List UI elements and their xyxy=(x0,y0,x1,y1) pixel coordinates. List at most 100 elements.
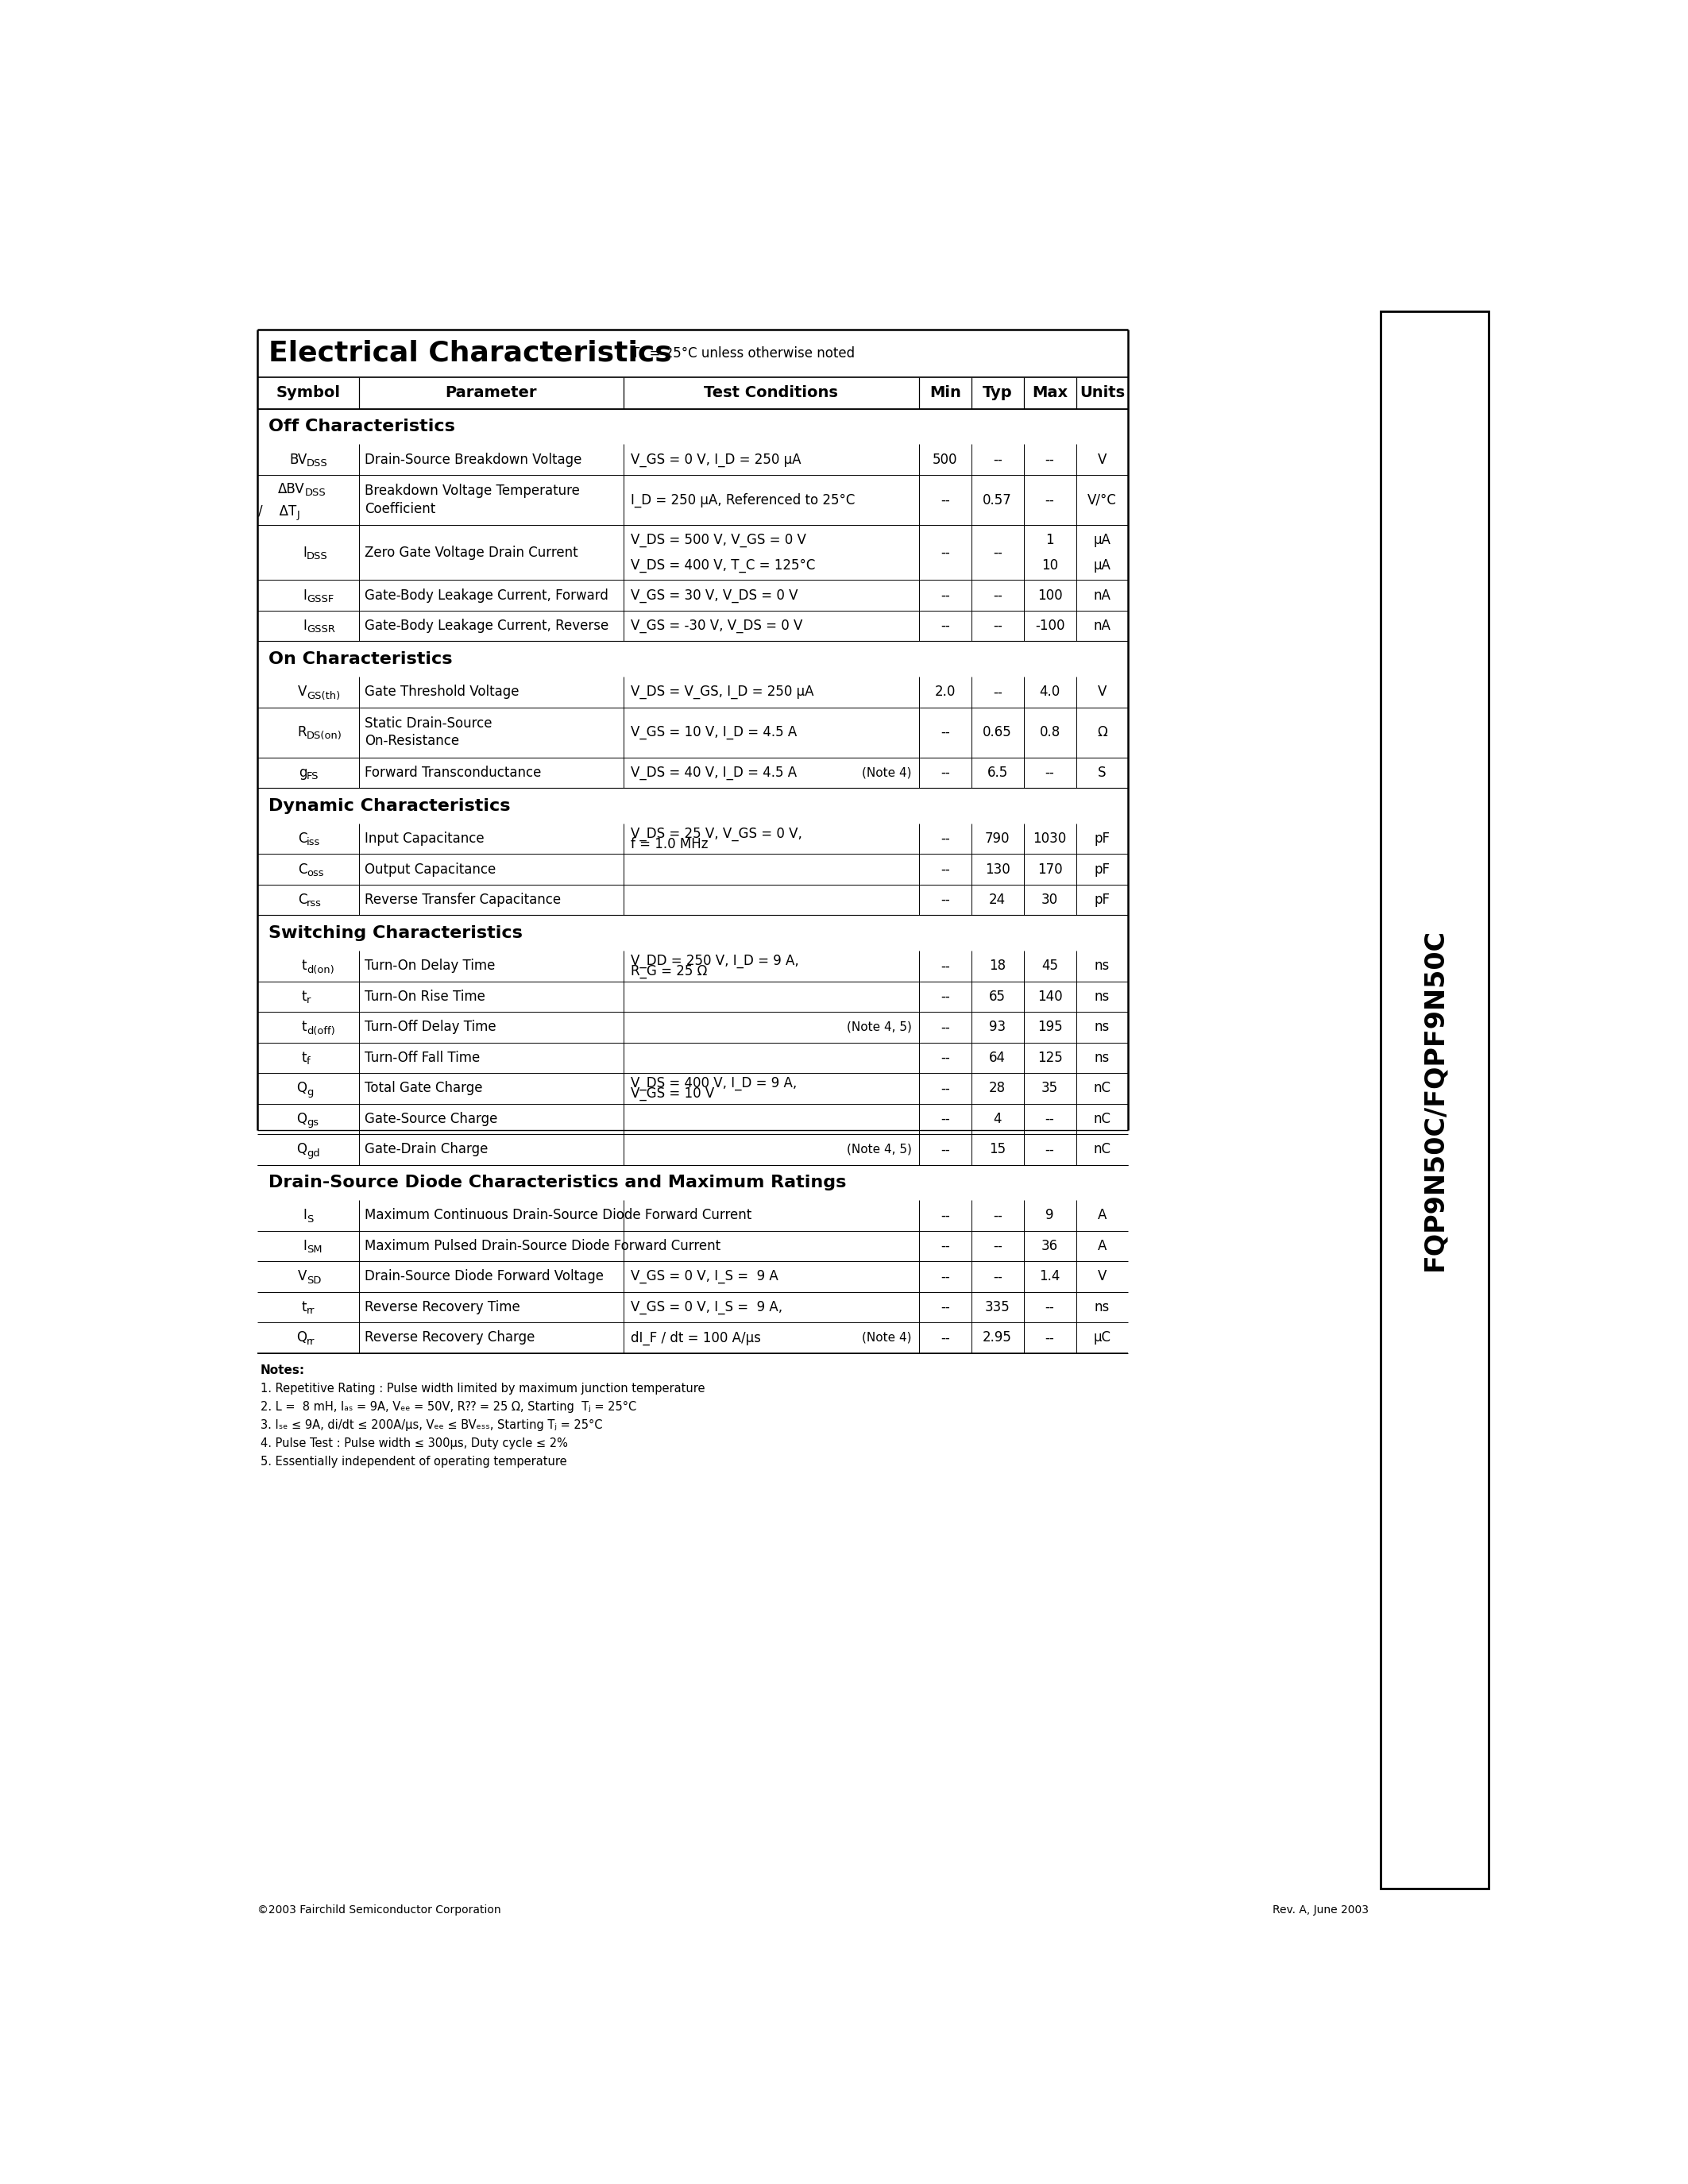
Text: nC: nC xyxy=(1094,1081,1111,1096)
Text: f = 1.0 MHz: f = 1.0 MHz xyxy=(631,836,709,852)
Text: 140: 140 xyxy=(1036,989,1062,1005)
Text: V_GS = 0 V, I_S =  9 A: V_GS = 0 V, I_S = 9 A xyxy=(631,1269,778,1284)
Text: Drain-Source Breakdown Voltage: Drain-Source Breakdown Voltage xyxy=(365,452,582,467)
Text: GSSR: GSSR xyxy=(307,625,336,636)
Text: Rev. A, June 2003: Rev. A, June 2003 xyxy=(1273,1904,1369,1915)
Text: d(on): d(on) xyxy=(307,965,334,974)
Text: Dynamic Characteristics: Dynamic Characteristics xyxy=(268,797,510,815)
Text: Reverse Recovery Charge: Reverse Recovery Charge xyxy=(365,1330,535,1345)
Text: V_GS = 10 V, I_D = 4.5 A: V_GS = 10 V, I_D = 4.5 A xyxy=(631,725,797,740)
Text: Forward Transconductance: Forward Transconductance xyxy=(365,767,542,780)
Text: 15: 15 xyxy=(989,1142,1006,1158)
Text: Output Capacitance: Output Capacitance xyxy=(365,863,496,876)
Text: Test Conditions: Test Conditions xyxy=(704,384,839,400)
Text: SM: SM xyxy=(307,1245,322,1256)
Text: iss: iss xyxy=(307,836,321,847)
Text: Parameter: Parameter xyxy=(446,384,537,400)
Text: V_DS = 400 V, I_D = 9 A,: V_DS = 400 V, I_D = 9 A, xyxy=(631,1077,797,1090)
Text: GS(th): GS(th) xyxy=(307,690,341,701)
Text: pF: pF xyxy=(1094,893,1111,906)
Text: ns: ns xyxy=(1094,1051,1109,1066)
Text: 3. Iₛₑ ≤ 9A, di/dt ≤ 200A/μs, Vₑₑ ≤ BVₑₛₛ, Starting Tⱼ = 25°C: 3. Iₛₑ ≤ 9A, di/dt ≤ 200A/μs, Vₑₑ ≤ BVₑₛ… xyxy=(260,1420,603,1431)
Text: 100: 100 xyxy=(1036,587,1062,603)
Text: /    ΔT: / ΔT xyxy=(258,505,297,518)
Text: 65: 65 xyxy=(989,989,1006,1005)
Text: A: A xyxy=(1097,1238,1107,1254)
Text: Units: Units xyxy=(1079,384,1124,400)
Text: t: t xyxy=(302,1299,307,1315)
Text: 2. L =  8 mH, Iₐₛ = 9A, Vₑₑ = 50V, R⁇ = 25 Ω, Starting  Tⱼ = 25°C: 2. L = 8 mH, Iₐₛ = 9A, Vₑₑ = 50V, R⁇ = 2… xyxy=(260,1400,636,1413)
Text: 1. Repetitive Rating : Pulse width limited by maximum junction temperature: 1. Repetitive Rating : Pulse width limit… xyxy=(260,1382,704,1393)
Text: --: -- xyxy=(940,587,950,603)
Text: t: t xyxy=(302,959,307,974)
Text: --: -- xyxy=(940,989,950,1005)
Text: I: I xyxy=(302,618,307,633)
Text: --: -- xyxy=(993,618,1003,633)
Text: --: -- xyxy=(940,767,950,780)
Text: Input Capacitance: Input Capacitance xyxy=(365,832,484,845)
Text: V/°C: V/°C xyxy=(1087,494,1117,507)
Text: FS: FS xyxy=(307,771,319,782)
Text: g: g xyxy=(307,1088,314,1096)
Text: 10: 10 xyxy=(1041,559,1058,572)
Text: A: A xyxy=(1097,1208,1107,1223)
Text: V_GS = -30 V, V_DS = 0 V: V_GS = -30 V, V_DS = 0 V xyxy=(631,618,803,633)
Text: --: -- xyxy=(940,618,950,633)
Text: On Characteristics: On Characteristics xyxy=(268,651,452,666)
Text: 335: 335 xyxy=(984,1299,1009,1315)
Text: 1.4: 1.4 xyxy=(1040,1269,1060,1284)
Text: ns: ns xyxy=(1094,959,1109,974)
Text: V_DS = 500 V, V_GS = 0 V: V_DS = 500 V, V_GS = 0 V xyxy=(631,533,807,546)
Text: Notes:: Notes: xyxy=(260,1365,306,1376)
Text: V: V xyxy=(1097,452,1107,467)
Text: SD: SD xyxy=(307,1275,321,1286)
Text: V: V xyxy=(297,1269,307,1284)
Text: nA: nA xyxy=(1094,618,1111,633)
Text: 2.0: 2.0 xyxy=(935,686,955,699)
Text: --: -- xyxy=(940,1330,950,1345)
Text: Drain-Source Diode Forward Voltage: Drain-Source Diode Forward Voltage xyxy=(365,1269,604,1284)
Text: --: -- xyxy=(940,546,950,559)
Text: ns: ns xyxy=(1094,1299,1109,1315)
Text: V_GS = 30 V, V_DS = 0 V: V_GS = 30 V, V_DS = 0 V xyxy=(631,587,798,603)
Text: dI_F / dt = 100 A/μs: dI_F / dt = 100 A/μs xyxy=(631,1330,761,1345)
Text: Max: Max xyxy=(1031,384,1069,400)
Text: 36: 36 xyxy=(1041,1238,1058,1254)
Text: Electrical Characteristics: Electrical Characteristics xyxy=(268,341,672,367)
Text: Gate Threshold Voltage: Gate Threshold Voltage xyxy=(365,686,520,699)
Text: 0.8: 0.8 xyxy=(1040,725,1060,740)
Text: C: C xyxy=(297,832,307,845)
Text: 35: 35 xyxy=(1041,1081,1058,1096)
Text: FQP9N50C/FQPF9N50C: FQP9N50C/FQPF9N50C xyxy=(1421,928,1448,1271)
Text: V: V xyxy=(1097,686,1107,699)
Bar xyxy=(1381,310,1489,1889)
Text: --: -- xyxy=(993,686,1003,699)
Text: f: f xyxy=(307,1057,311,1066)
Text: ©2003 Fairchild Semiconductor Corporation: ©2003 Fairchild Semiconductor Corporatio… xyxy=(257,1904,501,1915)
Text: 45: 45 xyxy=(1041,959,1058,974)
Text: --: -- xyxy=(940,1299,950,1315)
Text: Symbol: Symbol xyxy=(275,384,341,400)
Text: t: t xyxy=(302,989,307,1005)
Text: V_DD = 250 V, I_D = 9 A,: V_DD = 250 V, I_D = 9 A, xyxy=(631,954,798,968)
Text: 5. Essentially independent of operating temperature: 5. Essentially independent of operating … xyxy=(260,1457,567,1468)
Text: Off Characteristics: Off Characteristics xyxy=(268,419,454,435)
Text: --: -- xyxy=(993,587,1003,603)
Text: g: g xyxy=(299,767,307,780)
Text: 30: 30 xyxy=(1041,893,1058,906)
Text: --: -- xyxy=(1045,1330,1055,1345)
Text: DS(on): DS(on) xyxy=(307,732,343,740)
Text: 500: 500 xyxy=(932,452,957,467)
Text: --: -- xyxy=(1045,1142,1055,1158)
Text: 28: 28 xyxy=(989,1081,1006,1096)
Text: oss: oss xyxy=(307,867,324,878)
Text: J: J xyxy=(297,509,300,520)
Text: Min: Min xyxy=(930,384,960,400)
Text: d(off): d(off) xyxy=(307,1026,336,1035)
Text: (Note 4): (Note 4) xyxy=(863,767,912,780)
Text: --: -- xyxy=(993,1269,1003,1284)
Text: R_G = 25 Ω: R_G = 25 Ω xyxy=(631,963,707,978)
Text: --: -- xyxy=(940,959,950,974)
Text: Q: Q xyxy=(297,1112,307,1127)
Text: Gate-Body Leakage Current, Reverse: Gate-Body Leakage Current, Reverse xyxy=(365,618,609,633)
